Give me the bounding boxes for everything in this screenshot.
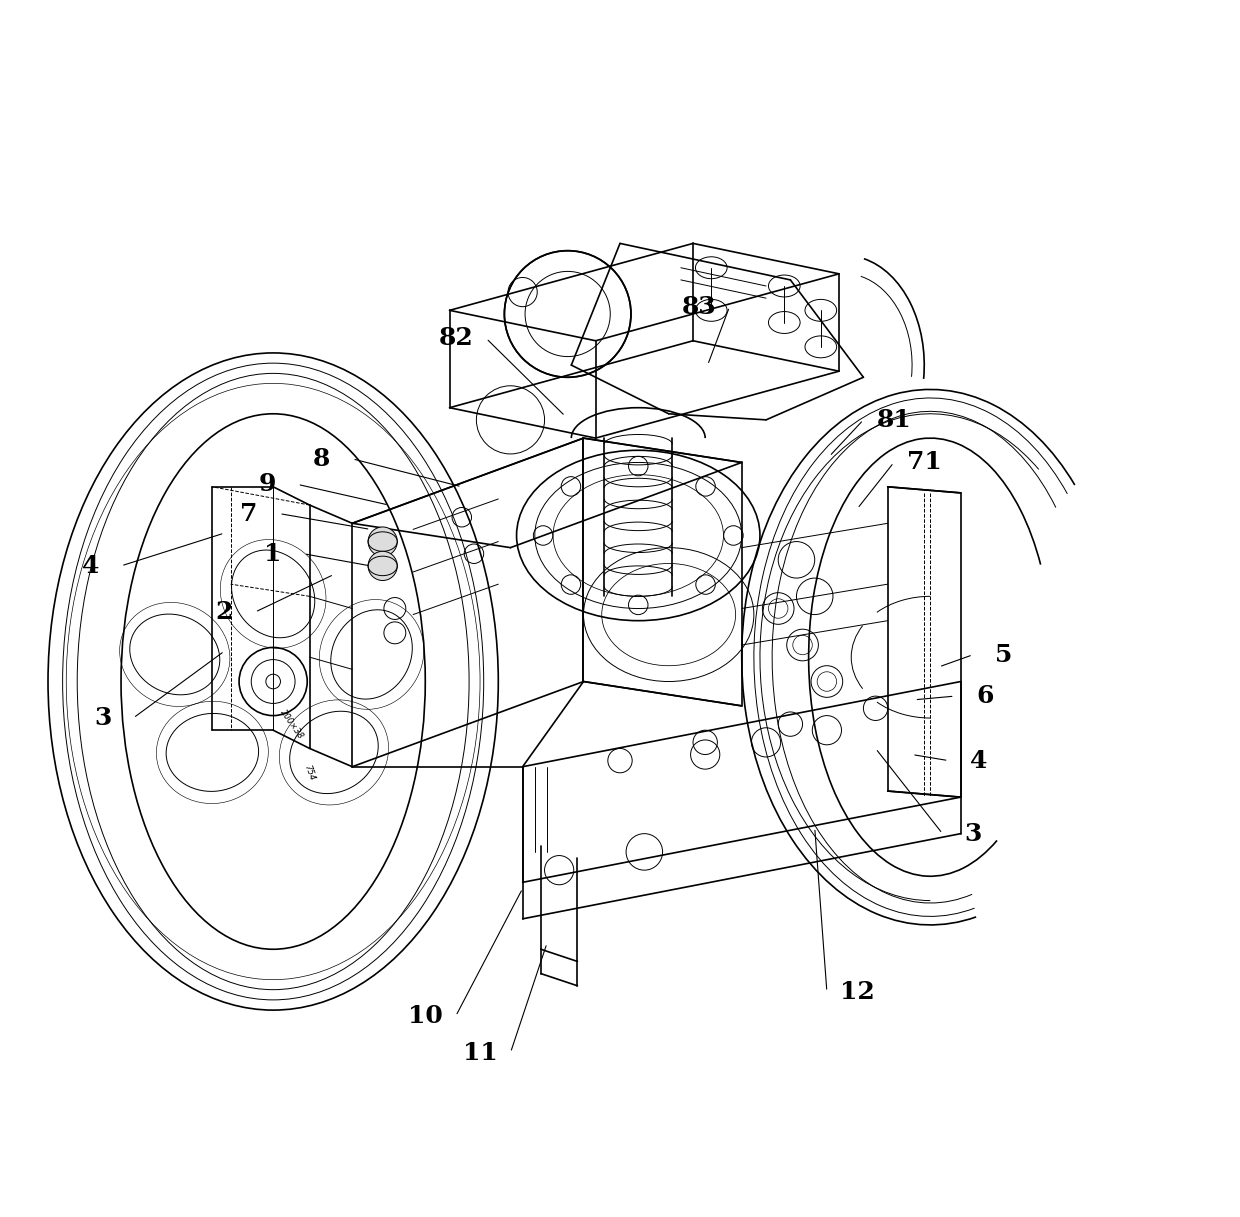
Text: 9: 9 (258, 472, 275, 497)
Text: 1: 1 (264, 542, 281, 566)
Text: 71: 71 (906, 450, 941, 475)
Text: 10: 10 (408, 1004, 443, 1028)
Text: 81: 81 (877, 408, 911, 432)
Text: 200×38: 200×38 (278, 707, 305, 741)
Text: 8: 8 (314, 447, 331, 471)
Text: 12: 12 (839, 980, 874, 1004)
Text: 6: 6 (976, 684, 993, 708)
Text: 3: 3 (94, 706, 112, 730)
Circle shape (368, 527, 397, 556)
Text: 7: 7 (241, 501, 258, 526)
Text: 3: 3 (965, 821, 982, 846)
Text: 754: 754 (303, 764, 316, 781)
Text: 11: 11 (463, 1041, 497, 1065)
Text: 5: 5 (994, 643, 1012, 667)
Text: 2: 2 (216, 600, 233, 624)
Circle shape (368, 551, 397, 581)
Text: 83: 83 (682, 295, 717, 319)
Text: 4: 4 (971, 748, 988, 773)
Text: 4: 4 (82, 554, 99, 578)
Text: 82: 82 (438, 326, 474, 350)
